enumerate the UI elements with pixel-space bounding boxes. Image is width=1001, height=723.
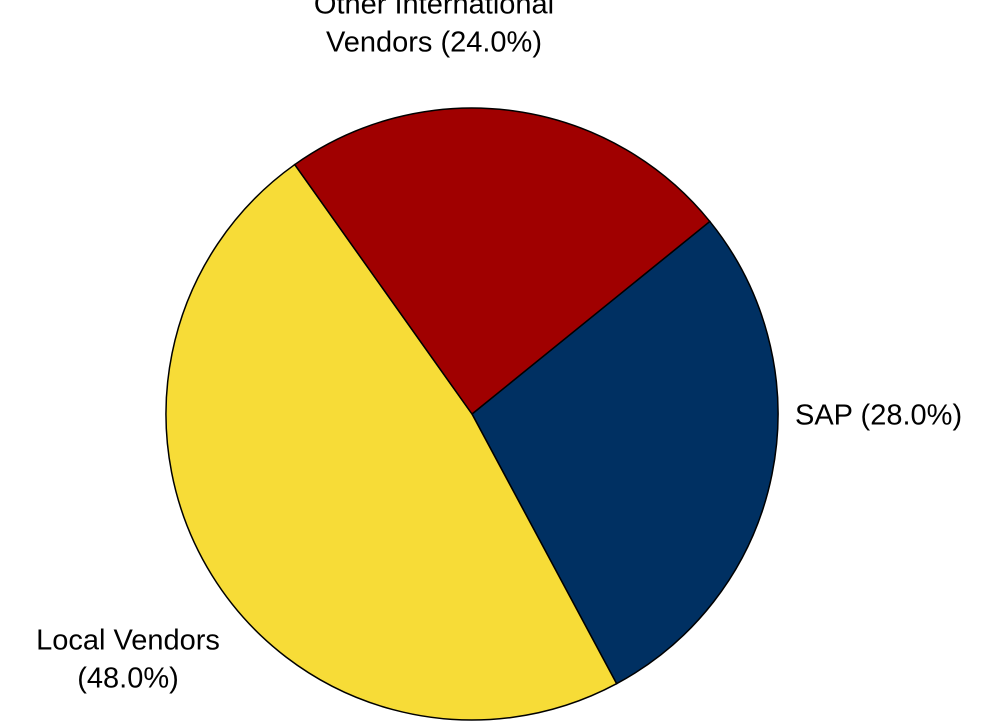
pie-labels: SAP (28.0%) Local Vendors (48.0%) Other Int… — [36, 0, 962, 695]
pie-label-line: Other International — [314, 0, 554, 21]
pie-slice-other-international-vendors — [293, 107, 711, 416]
pie-label-line: Vendors (24.0%) — [326, 27, 542, 59]
pie-label-sap: SAP (28.0%) — [795, 400, 962, 432]
pie-slices — [165, 107, 779, 721]
pie-slice-sap — [471, 220, 779, 685]
pie-label-line: (48.0%) — [77, 663, 179, 695]
pie-slice-local-vendors — [165, 163, 618, 721]
pie-label-other-international-vendors: Other International Vendors (24.0%) — [314, 0, 554, 59]
pie-label-line: SAP (28.0%) — [795, 400, 962, 432]
pie-label-local-vendors: Local Vendors (48.0%) — [36, 625, 220, 695]
pie-label-line: Local Vendors — [36, 625, 220, 657]
